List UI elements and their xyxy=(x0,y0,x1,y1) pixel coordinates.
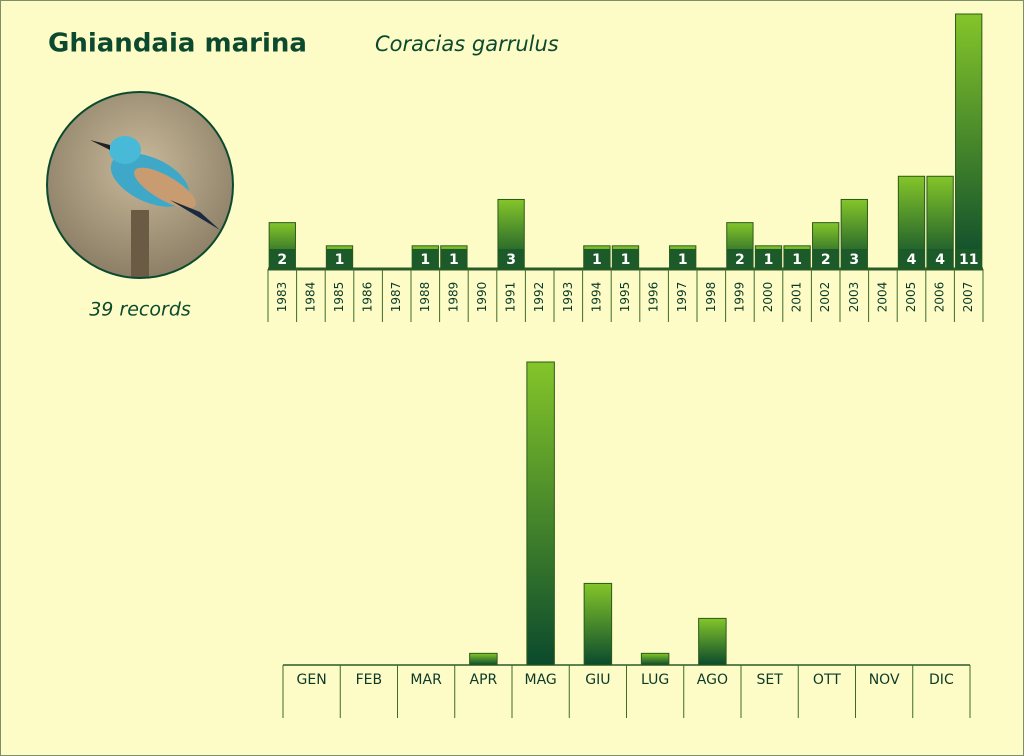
x-tick-label: 2002 xyxy=(818,282,832,313)
value-label: 11 xyxy=(959,252,978,268)
label-band xyxy=(812,249,839,269)
bar xyxy=(955,13,983,270)
x-tick-label: 1994 xyxy=(589,282,603,313)
value-label: 1 xyxy=(449,252,459,268)
x-tick-label: 2006 xyxy=(933,282,947,313)
x-tick-label: OTT xyxy=(813,672,841,688)
value-label: 1 xyxy=(678,252,688,268)
label-band xyxy=(412,249,439,269)
x-tick-label: 1993 xyxy=(561,282,575,313)
bar xyxy=(698,617,727,666)
label-band xyxy=(269,249,296,269)
records-note: 39 records xyxy=(89,299,191,321)
x-tick-label: 2005 xyxy=(904,282,918,313)
value-label: 4 xyxy=(935,252,945,268)
x-tick-label: 1990 xyxy=(475,282,489,313)
x-tick-label: AGO xyxy=(697,672,728,688)
x-tick-label: NOV xyxy=(869,672,900,688)
value-label: 1 xyxy=(764,252,774,268)
x-tick-label: 2001 xyxy=(790,282,804,313)
value-label: 1 xyxy=(792,252,802,268)
value-label: 1 xyxy=(592,252,602,268)
label-band xyxy=(726,249,754,269)
x-tick-label: 1984 xyxy=(303,282,317,313)
label-band xyxy=(612,249,639,269)
value-label: 1 xyxy=(420,252,430,268)
value-label: 3 xyxy=(849,252,859,268)
bird-photo xyxy=(46,91,234,279)
x-tick-label: APR xyxy=(470,672,498,688)
label-band xyxy=(841,249,868,269)
value-label: 2 xyxy=(821,252,831,268)
x-tick-label: GIU xyxy=(585,672,610,688)
bar xyxy=(583,582,613,666)
x-tick-label: 1987 xyxy=(389,282,403,313)
x-tick-label: FEB xyxy=(356,672,383,688)
value-label: 2 xyxy=(277,252,287,268)
value-label: 1 xyxy=(621,252,631,268)
x-tick-label: DIC xyxy=(929,672,954,688)
x-tick-label: MAR xyxy=(410,672,442,688)
x-tick-label: 2003 xyxy=(847,282,861,313)
x-tick-label: 1991 xyxy=(504,282,518,313)
x-tick-label: 2004 xyxy=(875,282,889,313)
x-tick-label: 1995 xyxy=(618,282,632,313)
label-band xyxy=(669,249,696,269)
bar xyxy=(640,652,670,666)
x-tick-label: 1983 xyxy=(275,282,289,313)
label-band xyxy=(783,249,811,269)
x-tick-label: LUG xyxy=(641,672,669,688)
x-tick-label: MAG xyxy=(524,672,556,688)
x-tick-label: SET xyxy=(756,672,783,688)
value-label: 4 xyxy=(907,252,917,268)
value-label: 3 xyxy=(506,252,516,268)
x-tick-label: 1985 xyxy=(332,282,346,313)
x-tick-label: 1997 xyxy=(675,282,689,313)
x-tick-label: 1996 xyxy=(647,282,661,313)
label-band xyxy=(926,249,954,269)
value-label: 2 xyxy=(735,252,745,268)
x-tick-label: 2000 xyxy=(761,282,775,313)
x-tick-label: 2007 xyxy=(961,282,975,313)
title: Ghiandaia marina xyxy=(48,29,307,59)
x-tick-label: 1986 xyxy=(361,282,375,313)
label-band xyxy=(326,249,353,269)
label-band xyxy=(755,249,782,269)
label-band xyxy=(440,249,468,269)
subtitle: Coracias garrulus xyxy=(375,32,559,56)
bar xyxy=(526,361,555,666)
x-tick-label: 1988 xyxy=(418,282,432,313)
x-tick-label: 1992 xyxy=(532,282,546,313)
value-label: 1 xyxy=(335,252,345,268)
x-tick-label: GEN xyxy=(297,672,327,688)
label-band xyxy=(898,249,925,269)
label-band xyxy=(583,249,611,269)
x-tick-label: 1999 xyxy=(732,282,746,313)
label-band xyxy=(955,249,982,269)
bar xyxy=(469,652,498,666)
label-band xyxy=(497,249,525,269)
x-tick-label: 1989 xyxy=(446,282,460,313)
x-tick-label: 1998 xyxy=(704,282,718,313)
